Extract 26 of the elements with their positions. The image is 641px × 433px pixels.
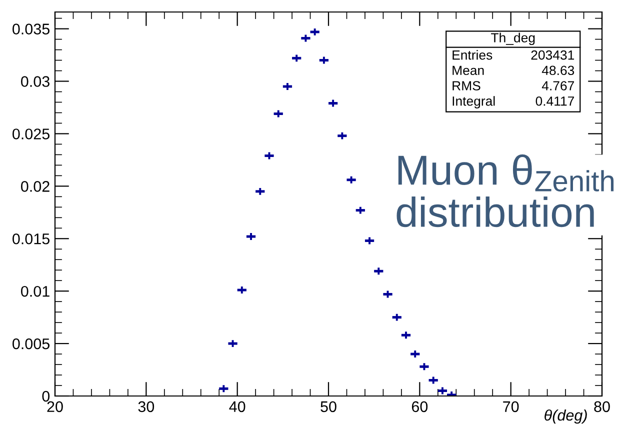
annotation: Entries (452, 50, 492, 60)
y-tick-label: 0.025 (12, 128, 50, 140)
annotation: Mean (452, 66, 484, 76)
y-tick-label: 0.02 (21, 181, 50, 192)
y-tick-label: 0.035 (12, 24, 50, 34)
annotation: 0.4117 (536, 96, 574, 106)
annotation: RMS (452, 81, 480, 90)
annotation: Muon θ$_{Zenith}$ distribution (396, 154, 614, 228)
annotation: 203431 (531, 50, 574, 60)
y-tick-label: 0 (42, 390, 50, 402)
y-tick-label: 0.03 (21, 76, 50, 87)
y-tick-label: 0.015 (12, 233, 50, 244)
x-tick-label: 30 (138, 401, 154, 412)
annotation: Integral (452, 96, 495, 108)
x-axis-title: θ(deg) (544, 409, 587, 424)
x-tick-label: 50 (320, 401, 336, 412)
x-tick-label: 60 (412, 401, 428, 412)
x-tick-label: 80 (594, 401, 610, 412)
y-tick-label: 0.01 (21, 286, 50, 297)
annotation: Th_deg (491, 32, 535, 46)
annotation: 48.63 (542, 66, 574, 76)
x-tick-label: 70 (503, 401, 519, 412)
annotation: 4.767 (542, 81, 574, 90)
x-tick-label: 40 (229, 401, 246, 412)
y-tick-label: 0.005 (12, 338, 50, 350)
x-tick-label: 20 (47, 401, 63, 412)
